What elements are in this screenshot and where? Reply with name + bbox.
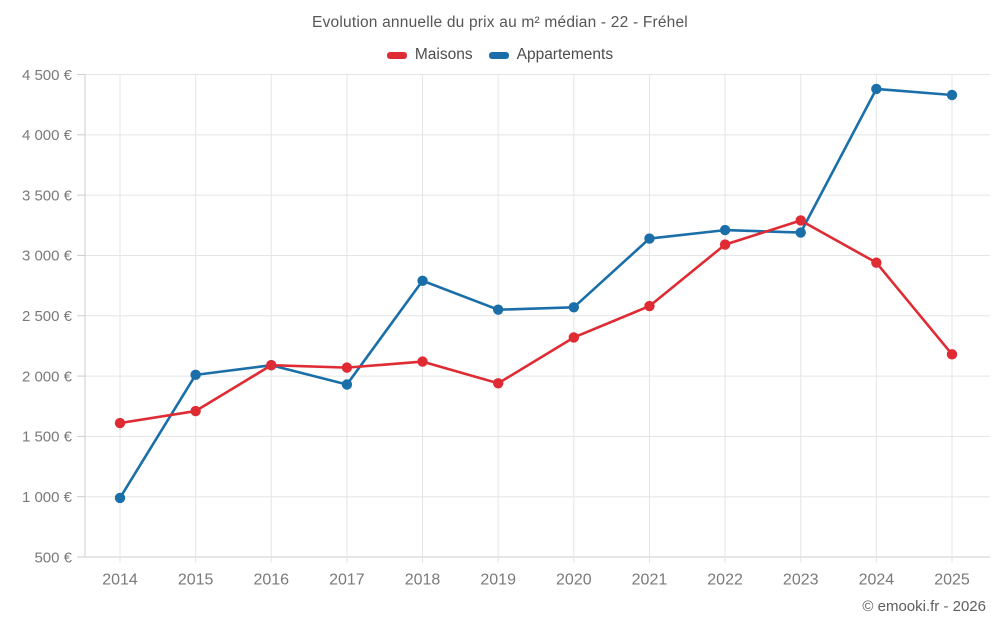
data-point-appartements[interactable] [795, 227, 806, 238]
x-tick-label: 2025 [934, 572, 970, 589]
data-point-maisons[interactable] [644, 300, 655, 312]
y-tick-label: 4 000 € [22, 127, 73, 144]
x-tick-label: 2014 [102, 572, 138, 589]
series-line-maisons [118, 219, 954, 425]
y-tick-label: 1 000 € [22, 489, 73, 506]
y-tick-label: 500 € [34, 549, 72, 566]
y-tick-label: 1 500 € [22, 429, 73, 446]
data-point-maisons[interactable] [871, 257, 882, 268]
data-point-maisons[interactable] [266, 360, 277, 371]
legend-item-maisons[interactable]: Maisons [386, 46, 473, 64]
y-tick-label: 2 000 € [22, 368, 73, 385]
legend-label-maisons: Maisons [414, 46, 473, 63]
x-tick-label: 2023 [783, 572, 819, 589]
legend-swatch-maisons-icon [386, 51, 407, 59]
data-point-appartements[interactable] [719, 224, 731, 236]
data-point-appartements[interactable] [946, 89, 958, 101]
data-point-maisons[interactable] [795, 215, 806, 226]
data-point-maisons[interactable] [568, 332, 580, 343]
data-point-maisons[interactable] [492, 378, 504, 389]
x-tick-label: 2016 [253, 572, 289, 589]
x-tick-label: 2015 [178, 572, 214, 589]
credit-text: © emooki.fr - 2026 [862, 598, 986, 615]
data-point-appartements[interactable] [492, 304, 504, 315]
x-tick-label: 2020 [556, 572, 592, 589]
data-point-appartements[interactable] [417, 275, 428, 286]
series-line-appartements [118, 87, 954, 500]
data-point-appartements[interactable] [341, 379, 353, 390]
data-point-maisons[interactable] [719, 239, 731, 250]
data-point-maisons[interactable] [946, 349, 958, 360]
y-tick-label: 2 500 € [22, 308, 73, 325]
data-point-appartements[interactable] [871, 83, 882, 95]
data-point-maisons[interactable] [341, 362, 353, 373]
data-point-appartements[interactable] [568, 302, 580, 313]
chart-legend: Maisons Appartements [0, 46, 1000, 64]
data-point-appartements[interactable] [190, 369, 201, 381]
data-point-appartements[interactable] [114, 492, 126, 504]
x-tick-label: 2022 [707, 572, 743, 589]
x-tick-label: 2018 [405, 572, 441, 589]
y-tick-label: 3 500 € [22, 187, 73, 204]
legend-item-appartements[interactable]: Appartements [488, 46, 614, 64]
data-point-maisons[interactable] [114, 417, 126, 429]
x-tick-label: 2024 [859, 572, 895, 589]
y-tick-label: 4 500 € [22, 67, 73, 84]
y-tick-label: 3 000 € [22, 248, 73, 265]
x-tick-label: 2017 [329, 572, 365, 589]
legend-swatch-appartements-icon [488, 51, 509, 59]
x-tick-label: 2019 [480, 572, 516, 589]
data-point-maisons[interactable] [190, 405, 201, 417]
chart-title: Evolution annuelle du prix au m² médian … [312, 14, 688, 31]
data-point-maisons[interactable] [417, 356, 428, 367]
legend-label-appartements: Appartements [516, 46, 614, 63]
x-tick-label: 2021 [632, 572, 668, 589]
data-point-appartements[interactable] [644, 233, 655, 244]
